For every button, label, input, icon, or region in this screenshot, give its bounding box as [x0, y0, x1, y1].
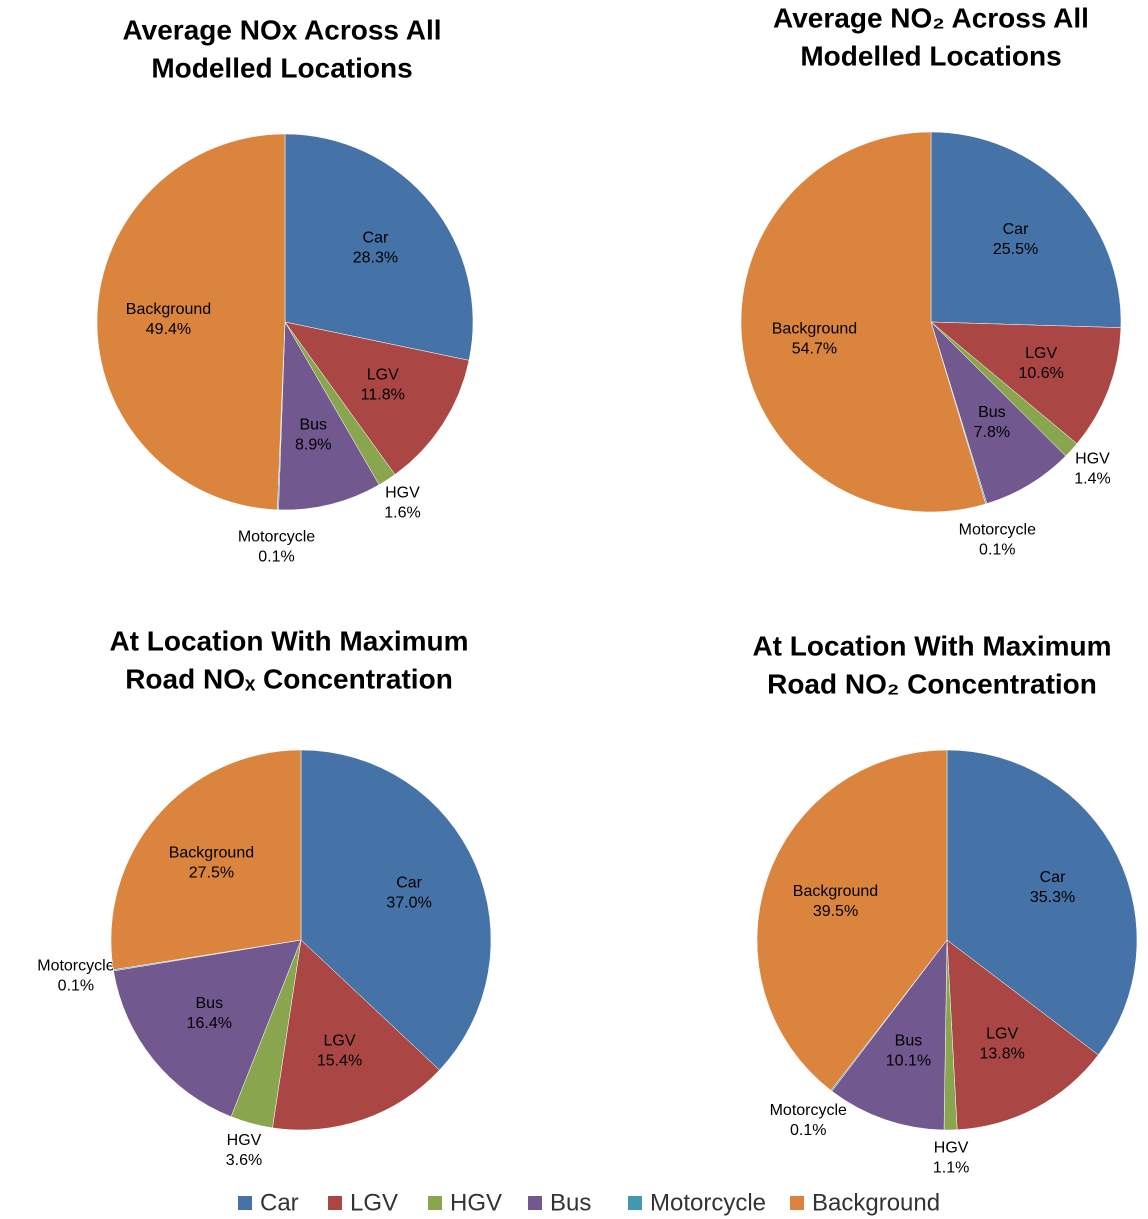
slice-value: 11.8%	[361, 387, 405, 404]
pie-slice	[946, 939, 1099, 1130]
slice-value: 49.4%	[146, 321, 191, 338]
slice-value: 0.1%	[58, 978, 94, 995]
slice-label: Bus	[895, 1033, 923, 1050]
slice-value: 7.8%	[974, 424, 1010, 441]
legend-label: LGV	[350, 1189, 398, 1216]
pie-slice	[113, 939, 302, 1117]
slice-value: 3.6%	[226, 1152, 262, 1169]
slice-label: Background	[169, 845, 254, 862]
legend-swatch	[528, 1196, 542, 1210]
legend-label: Car	[260, 1189, 299, 1216]
slice-label: LGV	[1025, 345, 1057, 362]
pie-slice	[930, 321, 1122, 445]
slice-label: Background	[126, 301, 211, 318]
slice-label: HGV	[934, 1140, 969, 1157]
pie-slice	[946, 749, 1138, 1056]
slice-label: HGV	[227, 1132, 262, 1149]
slice-label: Motorcycle	[238, 529, 315, 546]
slice-label: Motorcycle	[37, 958, 114, 975]
pie-slice	[96, 133, 286, 511]
legend-label: HGV	[450, 1189, 502, 1216]
legend-swatch	[790, 1196, 804, 1210]
slice-label: Motorcycle	[770, 1102, 847, 1119]
pie-slice	[930, 131, 1122, 328]
slice-value: 10.1%	[886, 1053, 931, 1070]
slice-value: 0.1%	[258, 549, 294, 566]
slice-label: Car	[363, 230, 389, 247]
slice-value: 25.5%	[993, 241, 1038, 258]
slice-value: 1.1%	[933, 1160, 969, 1177]
slice-label: Car	[1003, 221, 1029, 238]
slice-value: 35.3%	[1030, 889, 1075, 906]
pie-slice	[831, 939, 948, 1131]
legend-swatch	[428, 1196, 442, 1210]
slice-value: 0.1%	[790, 1122, 826, 1139]
legend-label: Motorcycle	[650, 1189, 766, 1216]
chart-title: Road NO₂ Concentration	[767, 668, 1097, 699]
slice-label: Background	[793, 883, 878, 900]
slice-label: Car	[1040, 869, 1066, 886]
legend-label: Bus	[550, 1189, 591, 1216]
slice-value: 54.7%	[792, 340, 837, 357]
slice-value: 10.6%	[1018, 365, 1063, 382]
pie-slice	[284, 321, 470, 475]
pie-slice	[300, 749, 492, 1071]
slice-value: 39.5%	[813, 903, 858, 920]
slice-value: 16.4%	[187, 1015, 232, 1032]
slice-label: Bus	[978, 404, 1006, 421]
slice-value: 37.0%	[386, 894, 431, 911]
pie-slice	[930, 321, 1067, 504]
chart-title: Modelled Locations	[151, 52, 412, 83]
slice-value: 15.4%	[317, 1053, 362, 1070]
slice-label: LGV	[367, 367, 399, 384]
slice-label: Bus	[196, 995, 224, 1012]
slice-value: 1.4%	[1074, 470, 1110, 487]
slice-value: 8.9%	[295, 436, 331, 453]
legend-swatch	[328, 1196, 342, 1210]
chart-title: At Location With Maximum	[752, 630, 1111, 661]
chart-title: Road NOₓ Concentration	[125, 663, 453, 694]
pie-slice	[110, 749, 302, 971]
pie-slice	[284, 133, 474, 361]
chart-title: At Location With Maximum	[109, 625, 468, 656]
slice-label: LGV	[986, 1025, 1018, 1042]
legend-label: Background	[812, 1189, 940, 1216]
slice-label: HGV	[385, 485, 420, 502]
slice-value: 13.8%	[979, 1045, 1024, 1062]
legend-swatch	[628, 1196, 642, 1210]
slice-label: Motorcycle	[959, 521, 1036, 538]
pie-slice	[756, 749, 948, 1091]
slice-label: Bus	[299, 416, 327, 433]
slice-value: 28.3%	[353, 250, 398, 267]
chart-title: Average NOx Across All	[122, 14, 441, 45]
chart-title: Modelled Locations	[800, 40, 1061, 71]
pie-slice	[740, 131, 986, 513]
slice-label: HGV	[1075, 450, 1110, 467]
pie-slice	[278, 321, 380, 511]
slice-label: Background	[772, 320, 857, 337]
slice-value: 27.5%	[189, 865, 234, 882]
legend-swatch	[238, 1196, 252, 1210]
slice-label: LGV	[323, 1033, 355, 1050]
chart-title: Average NO₂ Across All	[773, 2, 1089, 33]
slice-value: 0.1%	[979, 541, 1015, 558]
pie-slice	[272, 939, 440, 1131]
slice-value: 1.6%	[384, 505, 420, 522]
slice-label: Car	[396, 874, 422, 891]
